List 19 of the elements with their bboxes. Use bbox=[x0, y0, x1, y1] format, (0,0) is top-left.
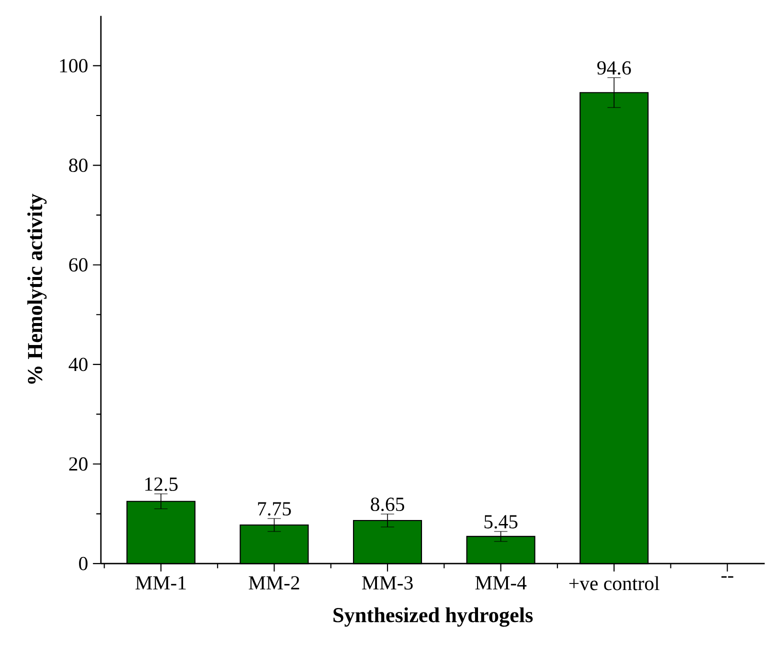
x-tick-label: MM-4 bbox=[475, 576, 526, 590]
x-tick-label: MM-3 bbox=[362, 576, 413, 590]
data-label: 12.5 bbox=[145, 477, 178, 491]
x-tick-label: MM-2 bbox=[248, 576, 300, 590]
y-tick-label: 60 bbox=[69, 258, 88, 272]
y-axis-title: % Hemolytic activity bbox=[27, 194, 47, 384]
data-label: 8.65 bbox=[370, 498, 404, 512]
x-tick-label: MM-1 bbox=[136, 576, 186, 590]
x-axis-title: Synthesized hydrogels bbox=[334, 607, 533, 627]
data-label: 94.6 bbox=[597, 61, 631, 75]
y-tick-label: 20 bbox=[69, 457, 88, 471]
x-tick-label: -- bbox=[721, 576, 734, 578]
data-label: 7.75 bbox=[258, 502, 291, 516]
y-tick-label: 80 bbox=[69, 158, 88, 172]
y-tick-label: 40 bbox=[68, 358, 88, 372]
y-tick-label: 100 bbox=[60, 58, 88, 72]
x-tick-label: +ve control bbox=[569, 576, 660, 590]
data-label: 5.45 bbox=[484, 515, 518, 528]
y-tick-label: 0 bbox=[79, 556, 88, 570]
